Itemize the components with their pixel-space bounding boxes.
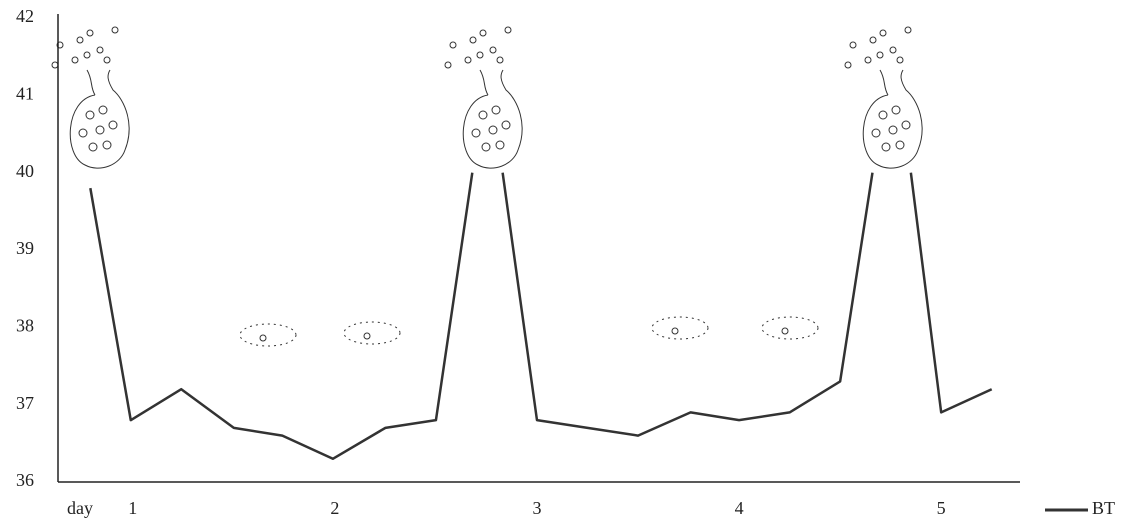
- y-tick-label: 37: [16, 393, 34, 413]
- y-tick-label: 38: [16, 315, 34, 335]
- x-axis-label: day: [67, 498, 93, 518]
- y-tick-label: 40: [16, 161, 34, 181]
- x-tick-label: 5: [937, 498, 946, 518]
- y-tick-label: 41: [16, 83, 34, 103]
- y-tick-label: 39: [16, 238, 34, 258]
- data-line: [90, 173, 991, 459]
- legend-label: BT: [1092, 498, 1115, 518]
- chart: day 36 37 38 39 40 41 42 1 2 3 4 5 BT: [0, 0, 1129, 522]
- x-tick-label: 2: [330, 498, 339, 518]
- y-tick-label: 42: [16, 6, 34, 26]
- y-tick-label: 36: [16, 470, 34, 490]
- x-tick-label: 4: [735, 498, 744, 518]
- illustration: [52, 27, 922, 346]
- x-tick-label: 3: [532, 498, 541, 518]
- x-tick-label: 1: [128, 498, 137, 518]
